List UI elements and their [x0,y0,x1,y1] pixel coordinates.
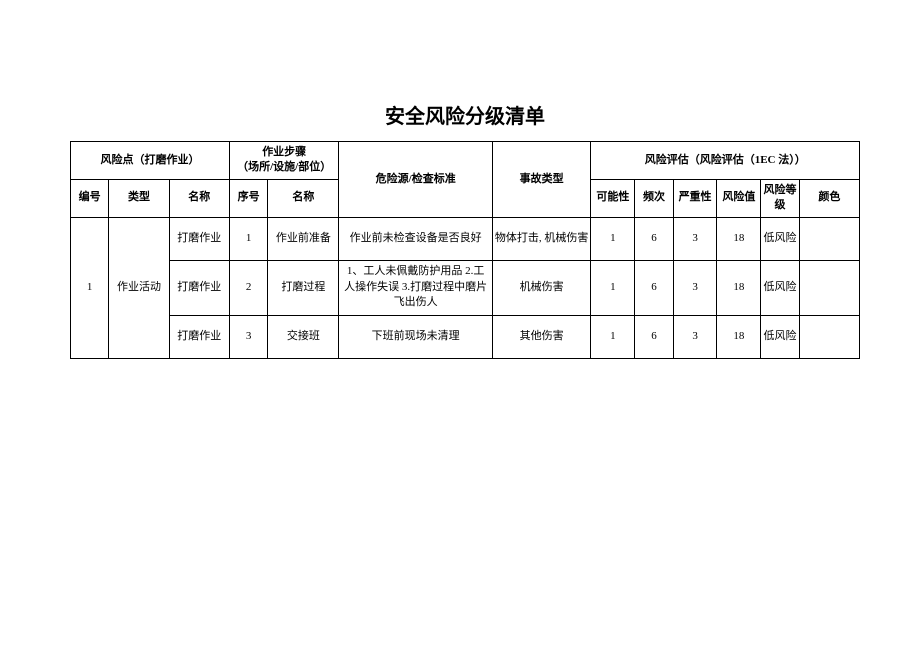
table-row: 1 作业活动 打磨作业 1 作业前准备 作业前未检查设备是否良好 物体打击, 机… [71,217,860,260]
cell-color [799,260,859,315]
header-accident-type: 事故类型 [492,142,591,218]
header-severity: 严重性 [673,179,717,217]
cell-severity: 3 [673,217,717,260]
cell-level: 低风险 [761,315,799,358]
cell-color [799,315,859,358]
table-row: 打磨作业 2 打磨过程 1、工人未佩戴防护用品 2.工人操作失误 3.打磨过程中… [71,260,860,315]
cell-frequency: 6 [635,217,673,260]
cell-step: 打磨过程 [268,260,339,315]
cell-color [799,217,859,260]
header-risk-point: 风险点（打磨作业） [71,142,230,180]
header-seq: 序号 [229,179,267,217]
cell-type: 作业活动 [109,217,169,358]
cell-seq: 3 [229,315,267,358]
cell-accident: 物体打击, 机械伤害 [492,217,591,260]
cell-hazard: 作业前未检查设备是否良好 [339,217,492,260]
header-id: 编号 [71,179,109,217]
cell-frequency: 6 [635,315,673,358]
cell-hazard: 1、工人未佩戴防护用品 2.工人操作失误 3.打磨过程中磨片飞出伤人 [339,260,492,315]
table-row: 打磨作业 3 交接班 下班前现场未清理 其他伤害 1 6 3 18 低风险 [71,315,860,358]
header-color: 颜色 [799,179,859,217]
cell-level: 低风险 [761,260,799,315]
cell-step: 交接班 [268,315,339,358]
header-step-name: 名称 [268,179,339,217]
cell-step: 作业前准备 [268,217,339,260]
cell-seq: 1 [229,217,267,260]
cell-id: 1 [71,217,109,358]
cell-possibility: 1 [591,217,635,260]
cell-name: 打磨作业 [169,217,229,260]
cell-name: 打磨作业 [169,315,229,358]
risk-table: 风险点（打磨作业） 作业步骤 （场所/设施/部位） 危险源/检查标准 事故类型 … [70,141,860,359]
cell-name: 打磨作业 [169,260,229,315]
header-hazard: 危险源/检查标准 [339,142,492,218]
cell-hazard: 下班前现场未清理 [339,315,492,358]
cell-severity: 3 [673,315,717,358]
cell-frequency: 6 [635,260,673,315]
cell-value: 18 [717,260,761,315]
cell-value: 18 [717,217,761,260]
header-type: 类型 [109,179,169,217]
cell-severity: 3 [673,260,717,315]
header-possibility: 可能性 [591,179,635,217]
header-work-step: 作业步骤 （场所/设施/部位） [229,142,339,180]
cell-possibility: 1 [591,315,635,358]
cell-seq: 2 [229,260,267,315]
header-risk-assess: 风险评估（风险评估（1EC 法）） [591,142,860,180]
header-risk-value: 风险值 [717,179,761,217]
cell-value: 18 [717,315,761,358]
header-name: 名称 [169,179,229,217]
header-risk-level: 风险等级 [761,179,799,217]
header-frequency: 频次 [635,179,673,217]
cell-accident: 机械伤害 [492,260,591,315]
cell-level: 低风险 [761,217,799,260]
page-title: 安全风险分级清单 [70,100,860,129]
cell-accident: 其他伤害 [492,315,591,358]
cell-possibility: 1 [591,260,635,315]
